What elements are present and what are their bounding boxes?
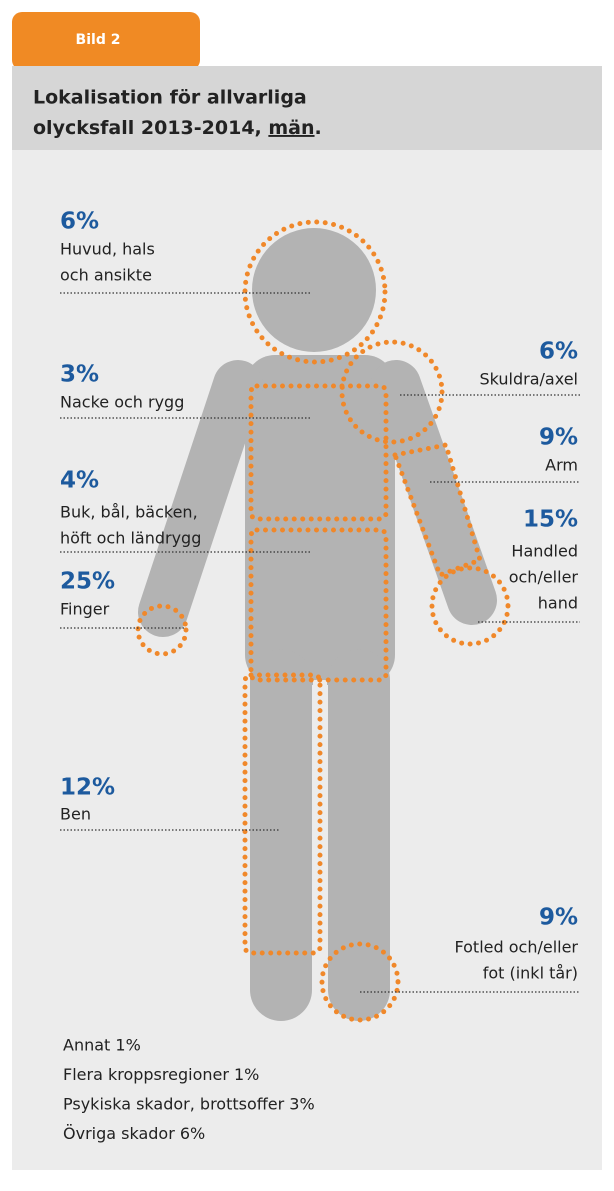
title: Lokalisation för allvarliga <box>33 87 307 109</box>
region-percent: 4% <box>60 468 99 494</box>
region-percent: 9% <box>539 425 578 451</box>
region-label: Skuldra/axel <box>479 370 578 389</box>
region-percent: 6% <box>539 339 578 365</box>
region-percent: 15% <box>523 507 578 533</box>
title-end: . <box>315 117 322 139</box>
region-label: Ben <box>60 805 91 824</box>
infographic: Bild 2 Lokalisation för allvarliga olyck… <box>0 0 614 1187</box>
region-label: Huvud, hals <box>60 240 155 259</box>
title-emphasis: män <box>268 117 314 139</box>
region-label: Handled <box>511 542 578 561</box>
region-label: Arm <box>545 456 578 475</box>
region-percent: 3% <box>60 362 99 388</box>
region-percent: 6% <box>60 209 99 235</box>
other-item: Övriga skador 6% <box>63 1124 205 1143</box>
region-label: Finger <box>60 600 110 619</box>
region-label: och/eller <box>509 568 579 587</box>
region-label: hand <box>538 594 578 613</box>
region-label: Nacke och rygg <box>60 393 184 412</box>
title: olycksfall 2013-2014, <box>33 117 268 139</box>
region-label: och ansikte <box>60 266 152 285</box>
region-percent: 9% <box>539 905 578 931</box>
region-percent: 12% <box>60 775 115 801</box>
region-label: fot (inkl tår) <box>483 964 578 983</box>
other-item: Psykiska skador, brottsoffer 3% <box>63 1095 315 1114</box>
region-percent: 25% <box>60 569 115 595</box>
region-label: Buk, bål, bäcken, <box>60 503 198 522</box>
region-label: höft och ländrygg <box>60 529 201 548</box>
other-item: Flera kroppsregioner 1% <box>63 1065 259 1084</box>
region-label: Fotled och/eller <box>455 938 579 957</box>
other-item: Annat 1% <box>63 1036 141 1055</box>
title: olycksfall 2013-2014, män. <box>33 117 322 139</box>
tab-label: Bild 2 <box>76 32 121 48</box>
